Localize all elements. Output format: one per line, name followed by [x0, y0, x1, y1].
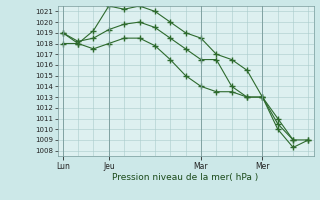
- X-axis label: Pression niveau de la mer( hPa ): Pression niveau de la mer( hPa ): [112, 173, 259, 182]
